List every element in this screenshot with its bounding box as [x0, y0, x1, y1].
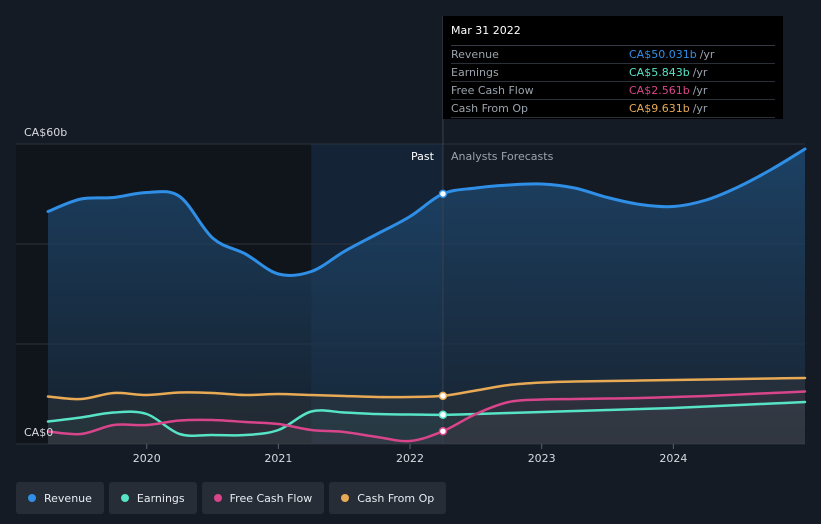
- tooltip-row-value: CA$50.031b: [629, 48, 697, 61]
- tooltip-row-name: Revenue: [451, 48, 499, 61]
- x-tick-label: 2022: [396, 452, 424, 465]
- cash-from-op-line: [46, 376, 807, 401]
- free-cash-flow-marker: [438, 426, 448, 436]
- tooltip-row-unit: /yr: [699, 48, 715, 61]
- x-tick-label: 2024: [659, 452, 687, 465]
- legend-dot-icon: [341, 494, 350, 502]
- tooltip-row: Free Cash Flow CA$2.561b/yr: [451, 82, 775, 100]
- legend-item-earnings[interactable]: Earnings: [108, 482, 197, 514]
- y-axis-bottom-label: CA$0: [24, 426, 53, 439]
- y-axis-top-label: CA$60b: [24, 126, 67, 139]
- legend-dot-icon: [120, 494, 129, 502]
- legend-dot-icon: [213, 494, 222, 502]
- series-lines: [46, 147, 807, 443]
- legend-item-cash-from-op[interactable]: Cash From Op: [329, 482, 447, 514]
- tooltip-row-unit: /yr: [692, 84, 708, 97]
- free-cash-flow-area: [48, 391, 805, 444]
- revenue-line: [46, 147, 807, 277]
- tooltip-row-value: CA$9.631b: [629, 102, 690, 115]
- forecast-label: Analysts Forecasts: [451, 150, 554, 163]
- tooltip-row-value: CA$5.843b: [629, 66, 690, 79]
- tooltip-row-name: Cash From Op: [451, 102, 529, 115]
- past-label: Past: [411, 150, 435, 163]
- tooltip-row-unit: /yr: [692, 102, 708, 115]
- earnings-marker: [438, 410, 448, 420]
- tooltip-row-name: Free Cash Flow: [451, 84, 534, 97]
- legend-label: Free Cash Flow: [229, 491, 313, 505]
- legend-label: Revenue: [44, 491, 92, 505]
- legend-label: Earnings: [136, 491, 185, 505]
- tooltip-rows: Revenue CA$50.031b/yr Earnings CA$5.843b/yr…: [451, 46, 775, 118]
- cash-from-op-area: [48, 378, 805, 444]
- series-markers: [438, 189, 448, 436]
- legend-item-revenue[interactable]: Revenue: [16, 482, 104, 514]
- x-axis-ticks: 2020 2021 2022 2023 2024: [133, 444, 687, 465]
- legend: Revenue Earnings Free Cash Flow Cash From O…: [16, 482, 447, 514]
- legend-label: Cash From Op: [357, 491, 435, 505]
- earnings-area: [48, 402, 805, 444]
- tooltip-row: Cash From Op CA$9.631b/yr: [451, 100, 775, 118]
- x-tick-label: 2020: [133, 452, 161, 465]
- x-tick-label: 2023: [528, 452, 556, 465]
- area-fills: [48, 149, 805, 444]
- revenue-area: [48, 149, 805, 444]
- cash-from-op-marker: [438, 391, 448, 401]
- tooltip-row-unit: /yr: [692, 66, 708, 79]
- legend-item-free-cash-flow[interactable]: Free Cash Flow: [201, 482, 325, 514]
- revenue-marker: [438, 189, 448, 199]
- tooltip-row: Earnings CA$5.843b/yr: [451, 64, 775, 82]
- free-cash-flow-line: [46, 390, 807, 443]
- legend-dot-icon: [28, 494, 36, 502]
- tooltip-row-name: Earnings: [451, 66, 499, 79]
- x-tick-label: 2021: [264, 452, 292, 465]
- tooltip: Mar 31 2022 Revenue CA$50.031b/yr Earnings…: [443, 16, 783, 119]
- earnings-line: [46, 400, 807, 438]
- tooltip-title: Mar 31 2022: [451, 24, 775, 46]
- tooltip-row: Revenue CA$50.031b/yr: [451, 46, 775, 64]
- tooltip-row-value: CA$2.561b: [629, 84, 690, 97]
